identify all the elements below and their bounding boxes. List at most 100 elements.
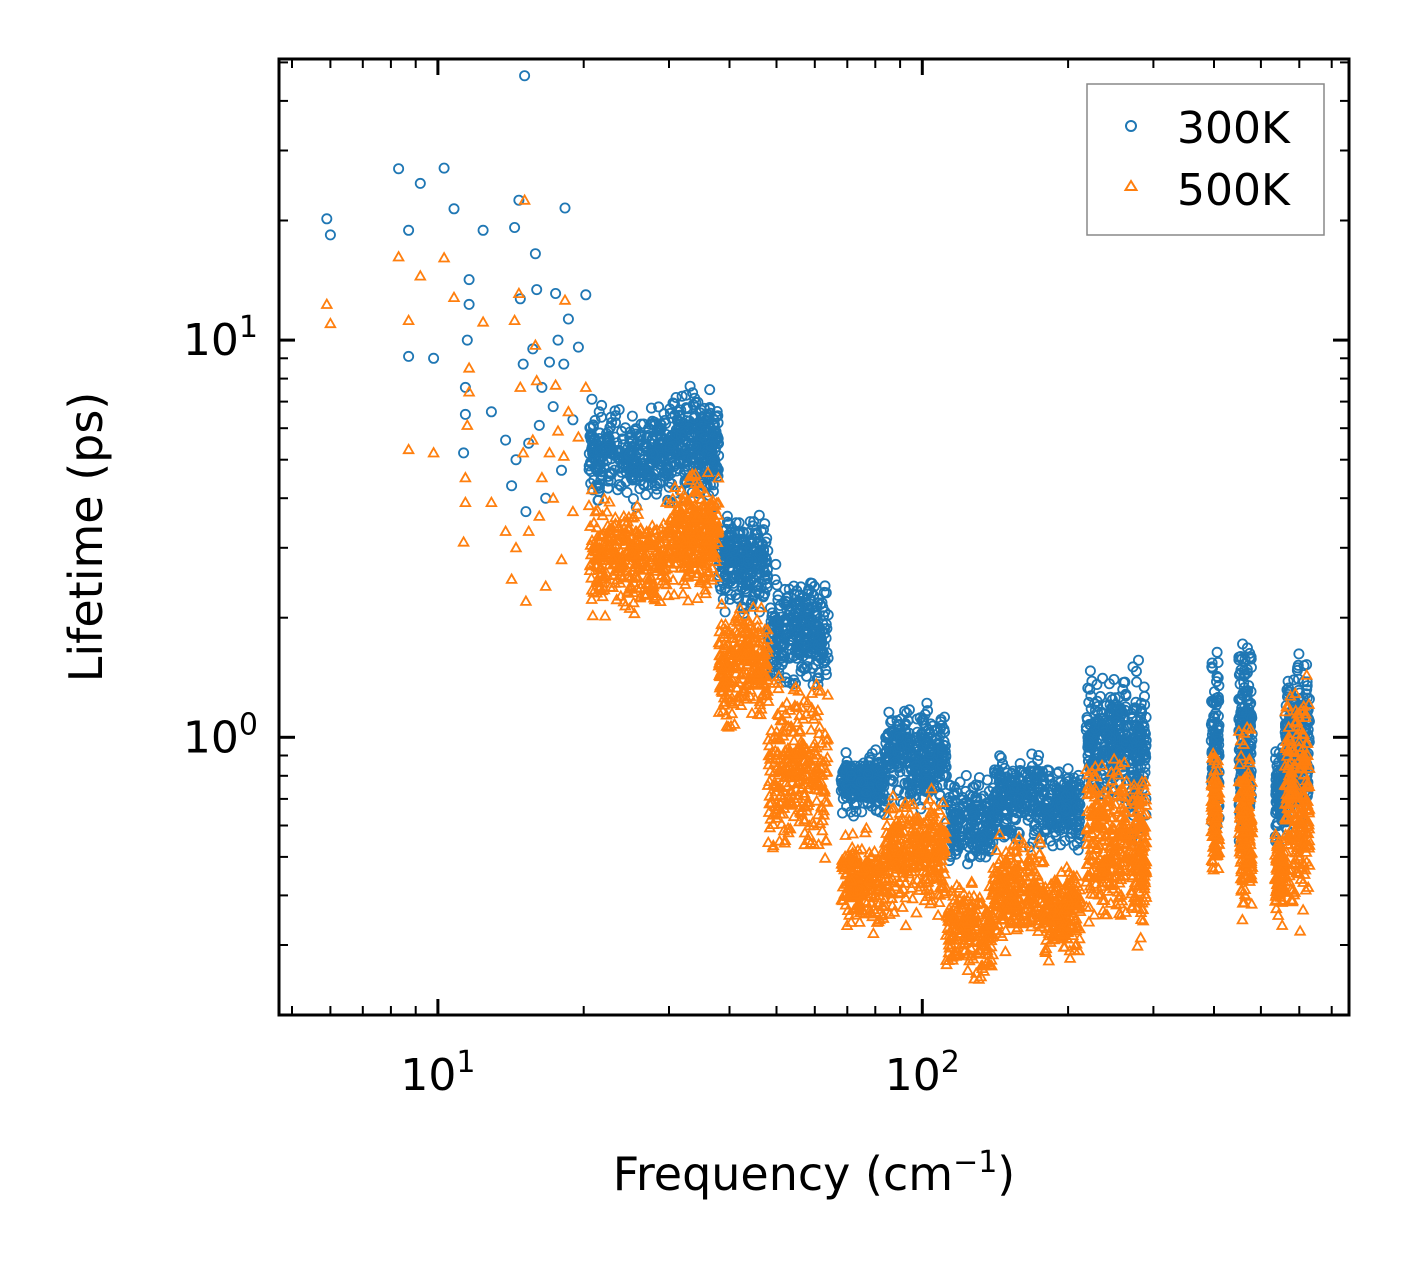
point-300k — [616, 425, 628, 437]
point-300k — [1133, 654, 1145, 666]
point-500k — [867, 926, 880, 938]
point-300k — [797, 615, 809, 627]
point-300k — [635, 448, 647, 460]
series-500k-markers — [320, 193, 1316, 984]
point-300k — [857, 797, 869, 809]
point-300k — [1083, 736, 1095, 748]
point-300k — [562, 313, 574, 325]
point-500k — [509, 541, 523, 553]
point-300k — [1021, 809, 1033, 821]
point-500k — [684, 556, 698, 568]
point-300k — [895, 713, 907, 725]
point-500k — [706, 493, 719, 505]
point-500k — [727, 697, 740, 709]
point-500k — [749, 627, 762, 640]
point-300k — [506, 480, 518, 492]
point-300k — [728, 545, 740, 557]
point-300k — [1107, 747, 1119, 759]
point-300k — [771, 579, 783, 591]
point-300k — [858, 757, 870, 769]
point-300k — [1239, 686, 1251, 698]
point-300k — [1066, 828, 1078, 840]
point-300k — [616, 433, 628, 445]
point-300k — [845, 793, 857, 805]
point-500k — [698, 583, 712, 595]
point-300k — [585, 434, 597, 446]
point-300k — [977, 790, 989, 802]
point-500k — [427, 446, 440, 458]
point-300k — [675, 430, 687, 442]
point-300k — [893, 719, 905, 731]
point-300k — [905, 774, 917, 786]
point-300k — [591, 464, 603, 476]
point-500k — [717, 698, 731, 710]
point-300k — [803, 604, 815, 616]
point-300k — [707, 432, 719, 444]
point-500k — [733, 654, 746, 666]
point-500k — [745, 706, 759, 718]
point-300k — [893, 731, 905, 743]
point-300k — [652, 437, 664, 449]
point-500k — [754, 643, 767, 655]
point-300k — [997, 795, 1009, 807]
point-500k — [513, 380, 527, 392]
point-500k — [759, 684, 773, 696]
point-300k — [936, 742, 948, 754]
point-300k — [1062, 763, 1074, 775]
point-300k — [889, 756, 901, 768]
point-500k — [579, 380, 593, 392]
point-500k — [719, 688, 732, 700]
point-500k — [512, 286, 526, 299]
point-500k — [457, 535, 470, 547]
point-300k — [871, 804, 883, 816]
point-300k — [1212, 657, 1224, 669]
point-500k — [695, 572, 709, 584]
point-300k — [1045, 835, 1057, 847]
point-500k — [773, 834, 786, 846]
point-300k — [699, 432, 711, 444]
point-300k — [1097, 720, 1109, 732]
point-500k — [679, 495, 693, 507]
point-300k — [1270, 789, 1282, 801]
point-500k — [585, 483, 599, 495]
point-300k — [790, 612, 802, 624]
point-300k — [688, 412, 700, 424]
point-500k — [712, 659, 726, 671]
point-300k — [921, 697, 933, 709]
point-300k — [743, 527, 755, 539]
point-300k — [1003, 797, 1015, 809]
point-500k — [761, 694, 775, 706]
point-500k — [739, 622, 753, 634]
point-300k — [616, 466, 628, 478]
point-300k — [610, 417, 622, 429]
point-300k — [428, 352, 440, 364]
point-500k — [712, 705, 726, 717]
point-300k — [645, 402, 657, 414]
point-500k — [652, 531, 666, 543]
point-300k — [403, 224, 415, 236]
point-500k — [666, 492, 680, 504]
point-500k — [748, 692, 762, 704]
point-500k — [582, 498, 596, 511]
point-500k — [621, 545, 635, 557]
point-300k — [723, 518, 735, 530]
point-300k — [789, 645, 801, 657]
point-300k — [822, 609, 834, 621]
point-300k — [556, 464, 568, 476]
point-500k — [324, 316, 337, 329]
point-500k — [658, 577, 671, 589]
point-300k — [965, 851, 977, 863]
point-300k — [921, 775, 933, 787]
point-300k — [1033, 750, 1045, 762]
point-500k — [656, 551, 670, 563]
point-500k — [447, 290, 461, 303]
point-300k — [903, 727, 915, 739]
point-300k — [1099, 726, 1111, 738]
point-500k — [744, 683, 757, 695]
point-300k — [770, 558, 782, 570]
point-300k — [463, 274, 475, 286]
point-500k — [758, 622, 772, 634]
point-300k — [509, 221, 521, 233]
point-500k — [598, 568, 611, 580]
point-500k — [648, 538, 662, 550]
